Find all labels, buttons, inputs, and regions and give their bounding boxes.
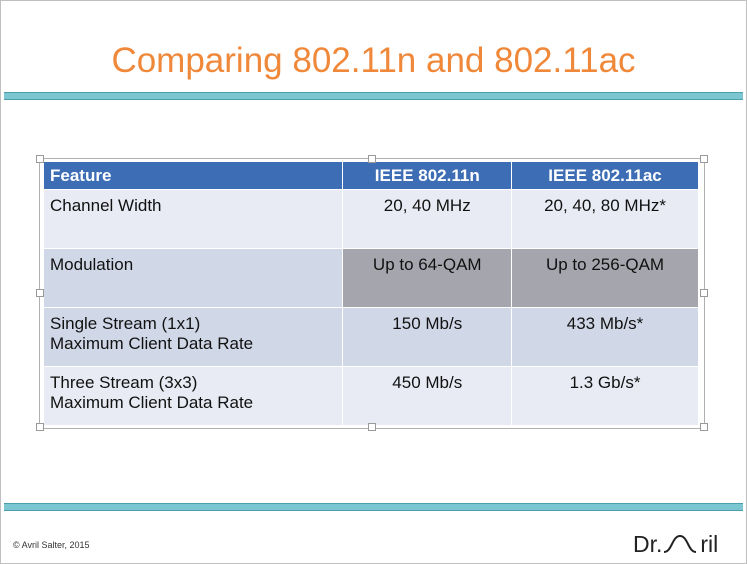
table-cell: 150 Mb/s	[342, 307, 513, 367]
cell-text: 20, 40 MHz	[383, 196, 471, 215]
cell-text: 20, 40, 80 MHz*	[544, 196, 666, 215]
header-row: Feature IEEE 802.11n IEEE 802.11ac	[42, 161, 699, 190]
table-cell: 450 Mb/s	[342, 366, 513, 426]
cell-text: Channel Width	[50, 196, 162, 215]
table-cell: 20, 40 MHz	[342, 189, 513, 249]
copyright: © Avril Salter, 2015	[13, 540, 90, 550]
table-cell: Three Stream (3x3) Maximum Client Data Ra…	[42, 366, 344, 426]
table-cell: Channel Width	[42, 189, 344, 249]
resize-handle	[700, 155, 708, 163]
cell-text: Maximum Client Data Rate	[50, 334, 254, 353]
table-row: Three Stream (3x3) Maximum Client Data Ra…	[42, 366, 699, 426]
resize-handle	[700, 289, 708, 297]
logo-text: Dr.	[633, 531, 663, 557]
divider	[4, 503, 743, 511]
cell-text: 450 Mb/s	[392, 373, 463, 392]
table-row: Modulation Up to 64-QAM Up to 256-QAM	[42, 248, 699, 308]
table-cell: Up to 64-QAM	[342, 248, 513, 308]
column-header: IEEE 802.11n	[342, 161, 513, 190]
table-cell: Single Stream (1x1) Maximum Client Data R…	[42, 307, 344, 367]
resize-handle	[36, 155, 44, 163]
cell-text: Maximum Client Data Rate	[50, 393, 254, 412]
table-cell: 20, 40, 80 MHz*	[511, 189, 699, 249]
logo-text: ril	[700, 531, 719, 557]
resize-handle	[36, 423, 44, 431]
table-cell: 433 Mb/s*	[511, 307, 699, 367]
table-cell: Modulation	[42, 248, 344, 308]
cell-text: Modulation	[50, 255, 134, 274]
table-row: Channel Width 20, 40 MHz 20, 40, 80 MHz*	[42, 189, 699, 249]
cell-text: Up to 256-QAM	[545, 255, 665, 274]
comparison-table: Feature IEEE 802.11n IEEE 802.11ac Channel…	[42, 161, 699, 426]
slide-title: Comparing 802.11n and 802.11ac	[111, 41, 636, 80]
logo-wave	[664, 534, 697, 553]
table-row: Single Stream (1x1) Maximum Client Data R…	[42, 307, 699, 367]
cell-text: 1.3 Gb/s*	[569, 373, 641, 392]
column-header: IEEE 802.11ac	[511, 161, 699, 190]
logo: Dr. ril	[633, 531, 718, 558]
resize-handle	[368, 423, 376, 431]
resize-handle	[36, 289, 44, 297]
table-cell: Up to 256-QAM	[511, 248, 699, 308]
cell-text: 433 Mb/s*	[566, 314, 644, 333]
cell-text: 150 Mb/s	[392, 314, 463, 333]
cell-text: Up to 64-QAM	[372, 255, 482, 274]
cell-text: Single Stream (1x1)	[50, 314, 201, 333]
resize-handle	[700, 423, 708, 431]
table-cell: 1.3 Gb/s*	[511, 366, 699, 426]
resize-handle	[368, 155, 376, 163]
column-header: Feature	[42, 161, 344, 190]
divider	[4, 92, 743, 100]
cell-text: Three Stream (3x3)	[50, 373, 198, 392]
